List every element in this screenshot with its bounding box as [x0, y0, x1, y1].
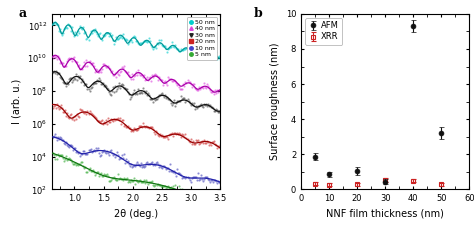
X-axis label: 2θ (deg.): 2θ (deg.) — [114, 209, 158, 219]
Legend: 50 nm, 40 nm, 30 nm, 20 nm, 10 nm, 5 nm: 50 nm, 40 nm, 30 nm, 20 nm, 10 nm, 5 nm — [187, 17, 217, 60]
Y-axis label: I (arb. u.): I (arb. u.) — [12, 79, 22, 124]
Y-axis label: Surface roughness (nm): Surface roughness (nm) — [270, 43, 280, 160]
Legend: AFM, XRR: AFM, XRR — [305, 18, 342, 45]
X-axis label: NNF film thickness (nm): NNF film thickness (nm) — [326, 209, 444, 219]
Text: b: b — [254, 7, 263, 20]
Text: a: a — [18, 7, 27, 20]
